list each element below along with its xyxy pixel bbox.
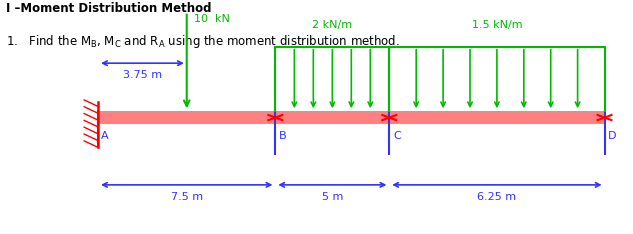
Text: 6.25 m: 6.25 m (477, 192, 517, 202)
Text: 10  kN: 10 kN (194, 14, 230, 24)
Text: 3.75 m: 3.75 m (123, 70, 162, 80)
Text: 1.   Find the $\mathregular{M_B}$, $\mathregular{M_C}$ and $\mathregular{R_A}$ u: 1. Find the $\mathregular{M_B}$, $\mathr… (6, 33, 400, 50)
Text: A: A (101, 131, 109, 141)
Bar (98, 111, 605, 124)
Text: C: C (393, 131, 401, 141)
Text: 7.5 m: 7.5 m (171, 192, 203, 202)
Text: D: D (608, 131, 617, 141)
Text: 1.5 kN/m: 1.5 kN/m (472, 20, 522, 30)
Text: 5 m: 5 m (322, 192, 343, 202)
Text: I –Moment Distribution Method: I –Moment Distribution Method (6, 2, 212, 15)
Text: B: B (279, 131, 287, 141)
Text: 2 kN/m: 2 kN/m (312, 20, 353, 30)
